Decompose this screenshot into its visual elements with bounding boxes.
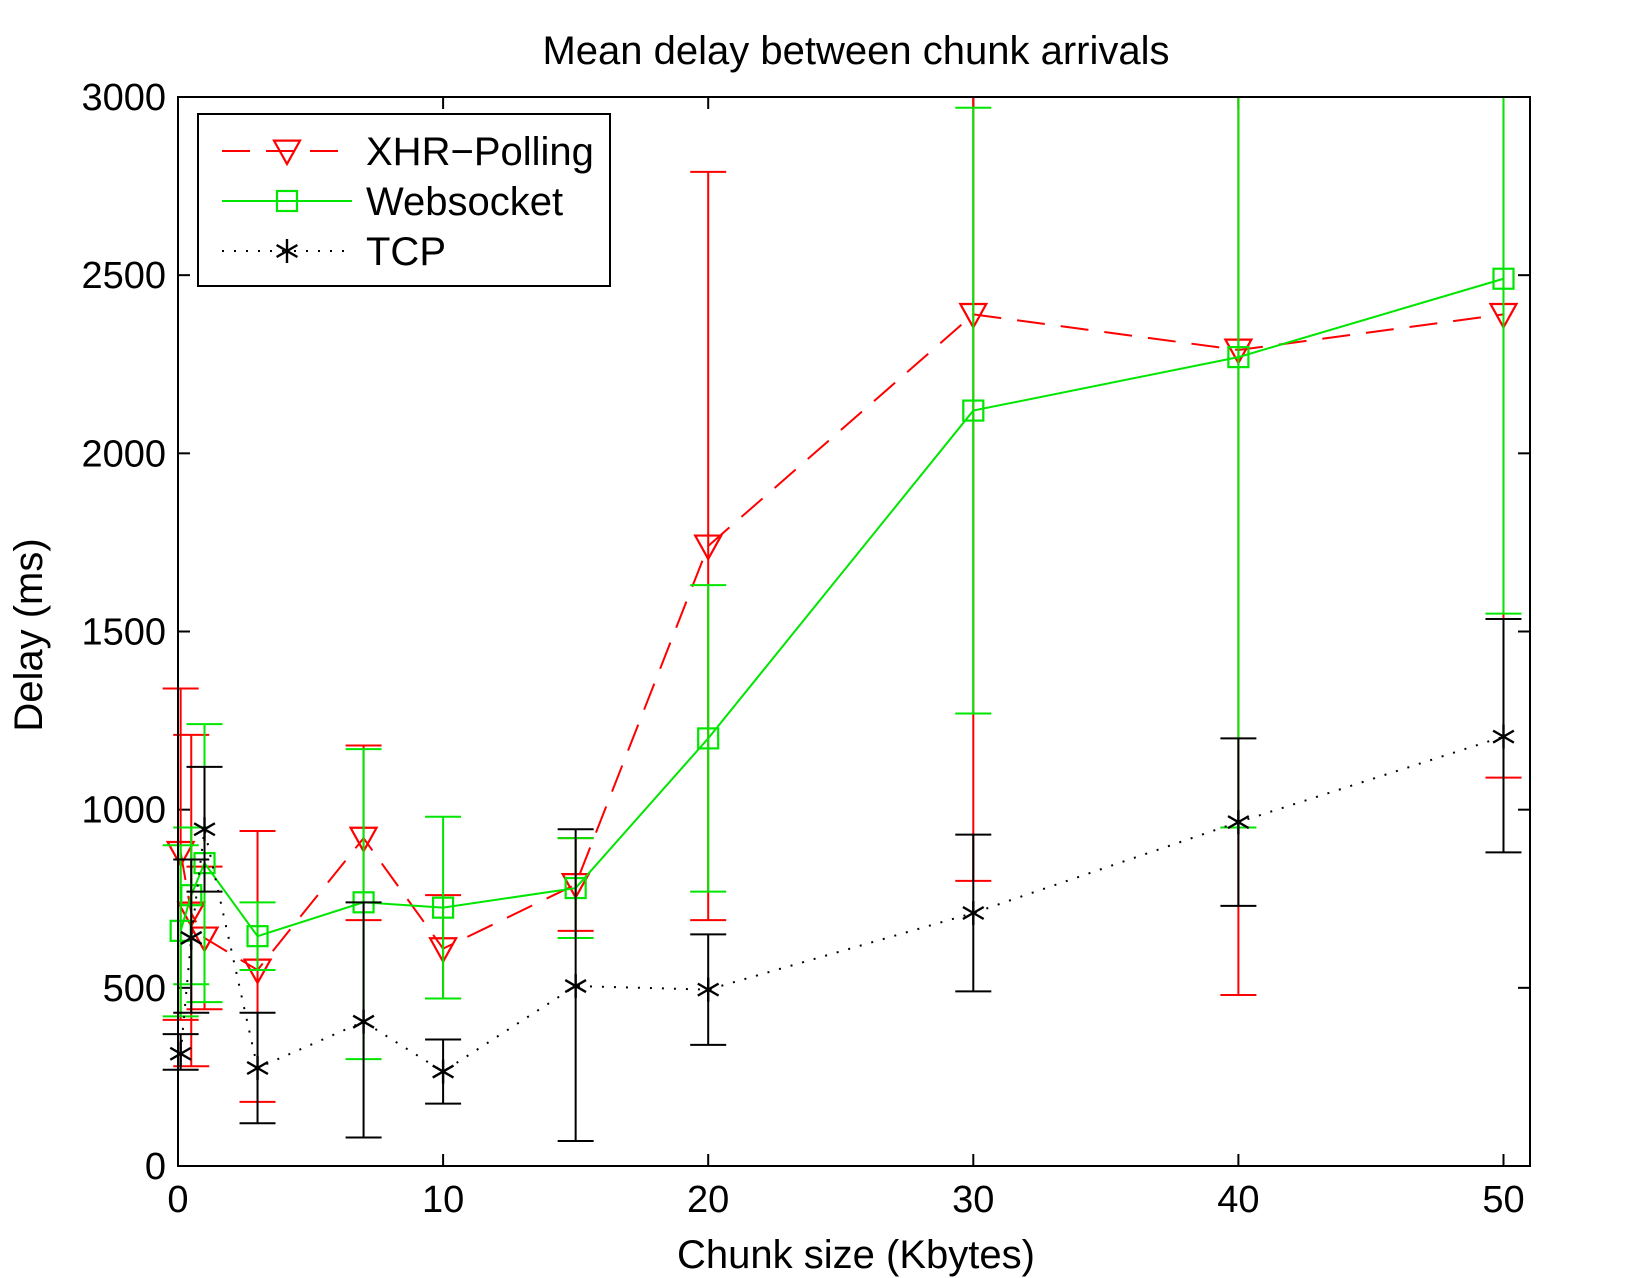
data-point <box>697 727 720 750</box>
y-tick-label: 2000 <box>81 433 166 475</box>
data-point <box>169 1041 192 1066</box>
data-point <box>1227 346 1250 369</box>
asterisk-stroke <box>169 1046 192 1061</box>
data-point <box>165 840 196 868</box>
x-tick-label: 20 <box>687 1179 729 1221</box>
data-point <box>693 534 724 562</box>
data-point <box>246 925 269 948</box>
asterisk-stroke <box>1227 815 1250 830</box>
x-tick-label: 50 <box>1482 1179 1524 1221</box>
asterisk-stroke <box>962 905 985 921</box>
y-axis-label: Delay (ms) <box>7 538 51 731</box>
chart-title: Mean delay between chunk arrivals <box>542 29 1169 73</box>
asterisk-stroke <box>180 930 203 945</box>
data-point <box>962 399 985 422</box>
data-point <box>1227 810 1250 835</box>
legend-item: Websocket <box>222 180 563 224</box>
legend-label: Websocket <box>366 180 563 224</box>
asterisk-stroke <box>564 979 587 994</box>
asterisk-stroke <box>193 822 216 837</box>
data-point <box>431 896 455 919</box>
legend-label: XHR−Polling <box>366 130 594 174</box>
series-1 <box>162 96 1522 1061</box>
x-tick-label: 10 <box>422 1179 464 1221</box>
y-tick-label: 2500 <box>81 255 166 297</box>
series-2 <box>162 618 1522 1143</box>
x-tick-label: 40 <box>1217 1179 1259 1221</box>
legend-item: XHR−Polling <box>222 130 594 174</box>
data-point <box>352 1009 375 1034</box>
series-layer <box>162 96 1522 1143</box>
legend-item: TCP <box>222 230 446 274</box>
x-tick-label: 0 <box>167 1179 188 1221</box>
y-tick-label: 3000 <box>81 77 166 119</box>
legend-marker <box>276 239 298 263</box>
asterisk-stroke <box>246 1060 269 1076</box>
plot-frame <box>177 96 1531 1167</box>
data-point <box>1492 724 1515 749</box>
data-point <box>432 1059 455 1084</box>
legend-label: TCP <box>366 230 446 274</box>
data-point <box>180 925 203 950</box>
x-axis-label: Chunk size (Kbytes) <box>677 1233 1035 1277</box>
asterisk-stroke <box>1492 729 1515 744</box>
legend-marker <box>275 189 299 213</box>
asterisk-stroke <box>276 243 298 259</box>
data-point <box>962 901 985 926</box>
data-point <box>564 974 587 999</box>
y-tick-label: 500 <box>103 968 166 1010</box>
asterisk-stroke <box>432 1064 455 1079</box>
data-point <box>1492 267 1515 290</box>
y-tick-label: 1500 <box>81 612 166 654</box>
data-point <box>246 1056 269 1081</box>
data-point <box>193 817 216 842</box>
asterisk-stroke <box>697 982 720 997</box>
data-point <box>697 977 720 1002</box>
legend: XHR−Polling Websocket TCP <box>197 113 611 287</box>
asterisk-stroke <box>352 1014 375 1029</box>
y-tick-label: 1000 <box>81 790 166 832</box>
y-tick-label: 0 <box>145 1146 166 1188</box>
legend-marker <box>272 139 302 167</box>
x-tick-label: 30 <box>952 1179 994 1221</box>
